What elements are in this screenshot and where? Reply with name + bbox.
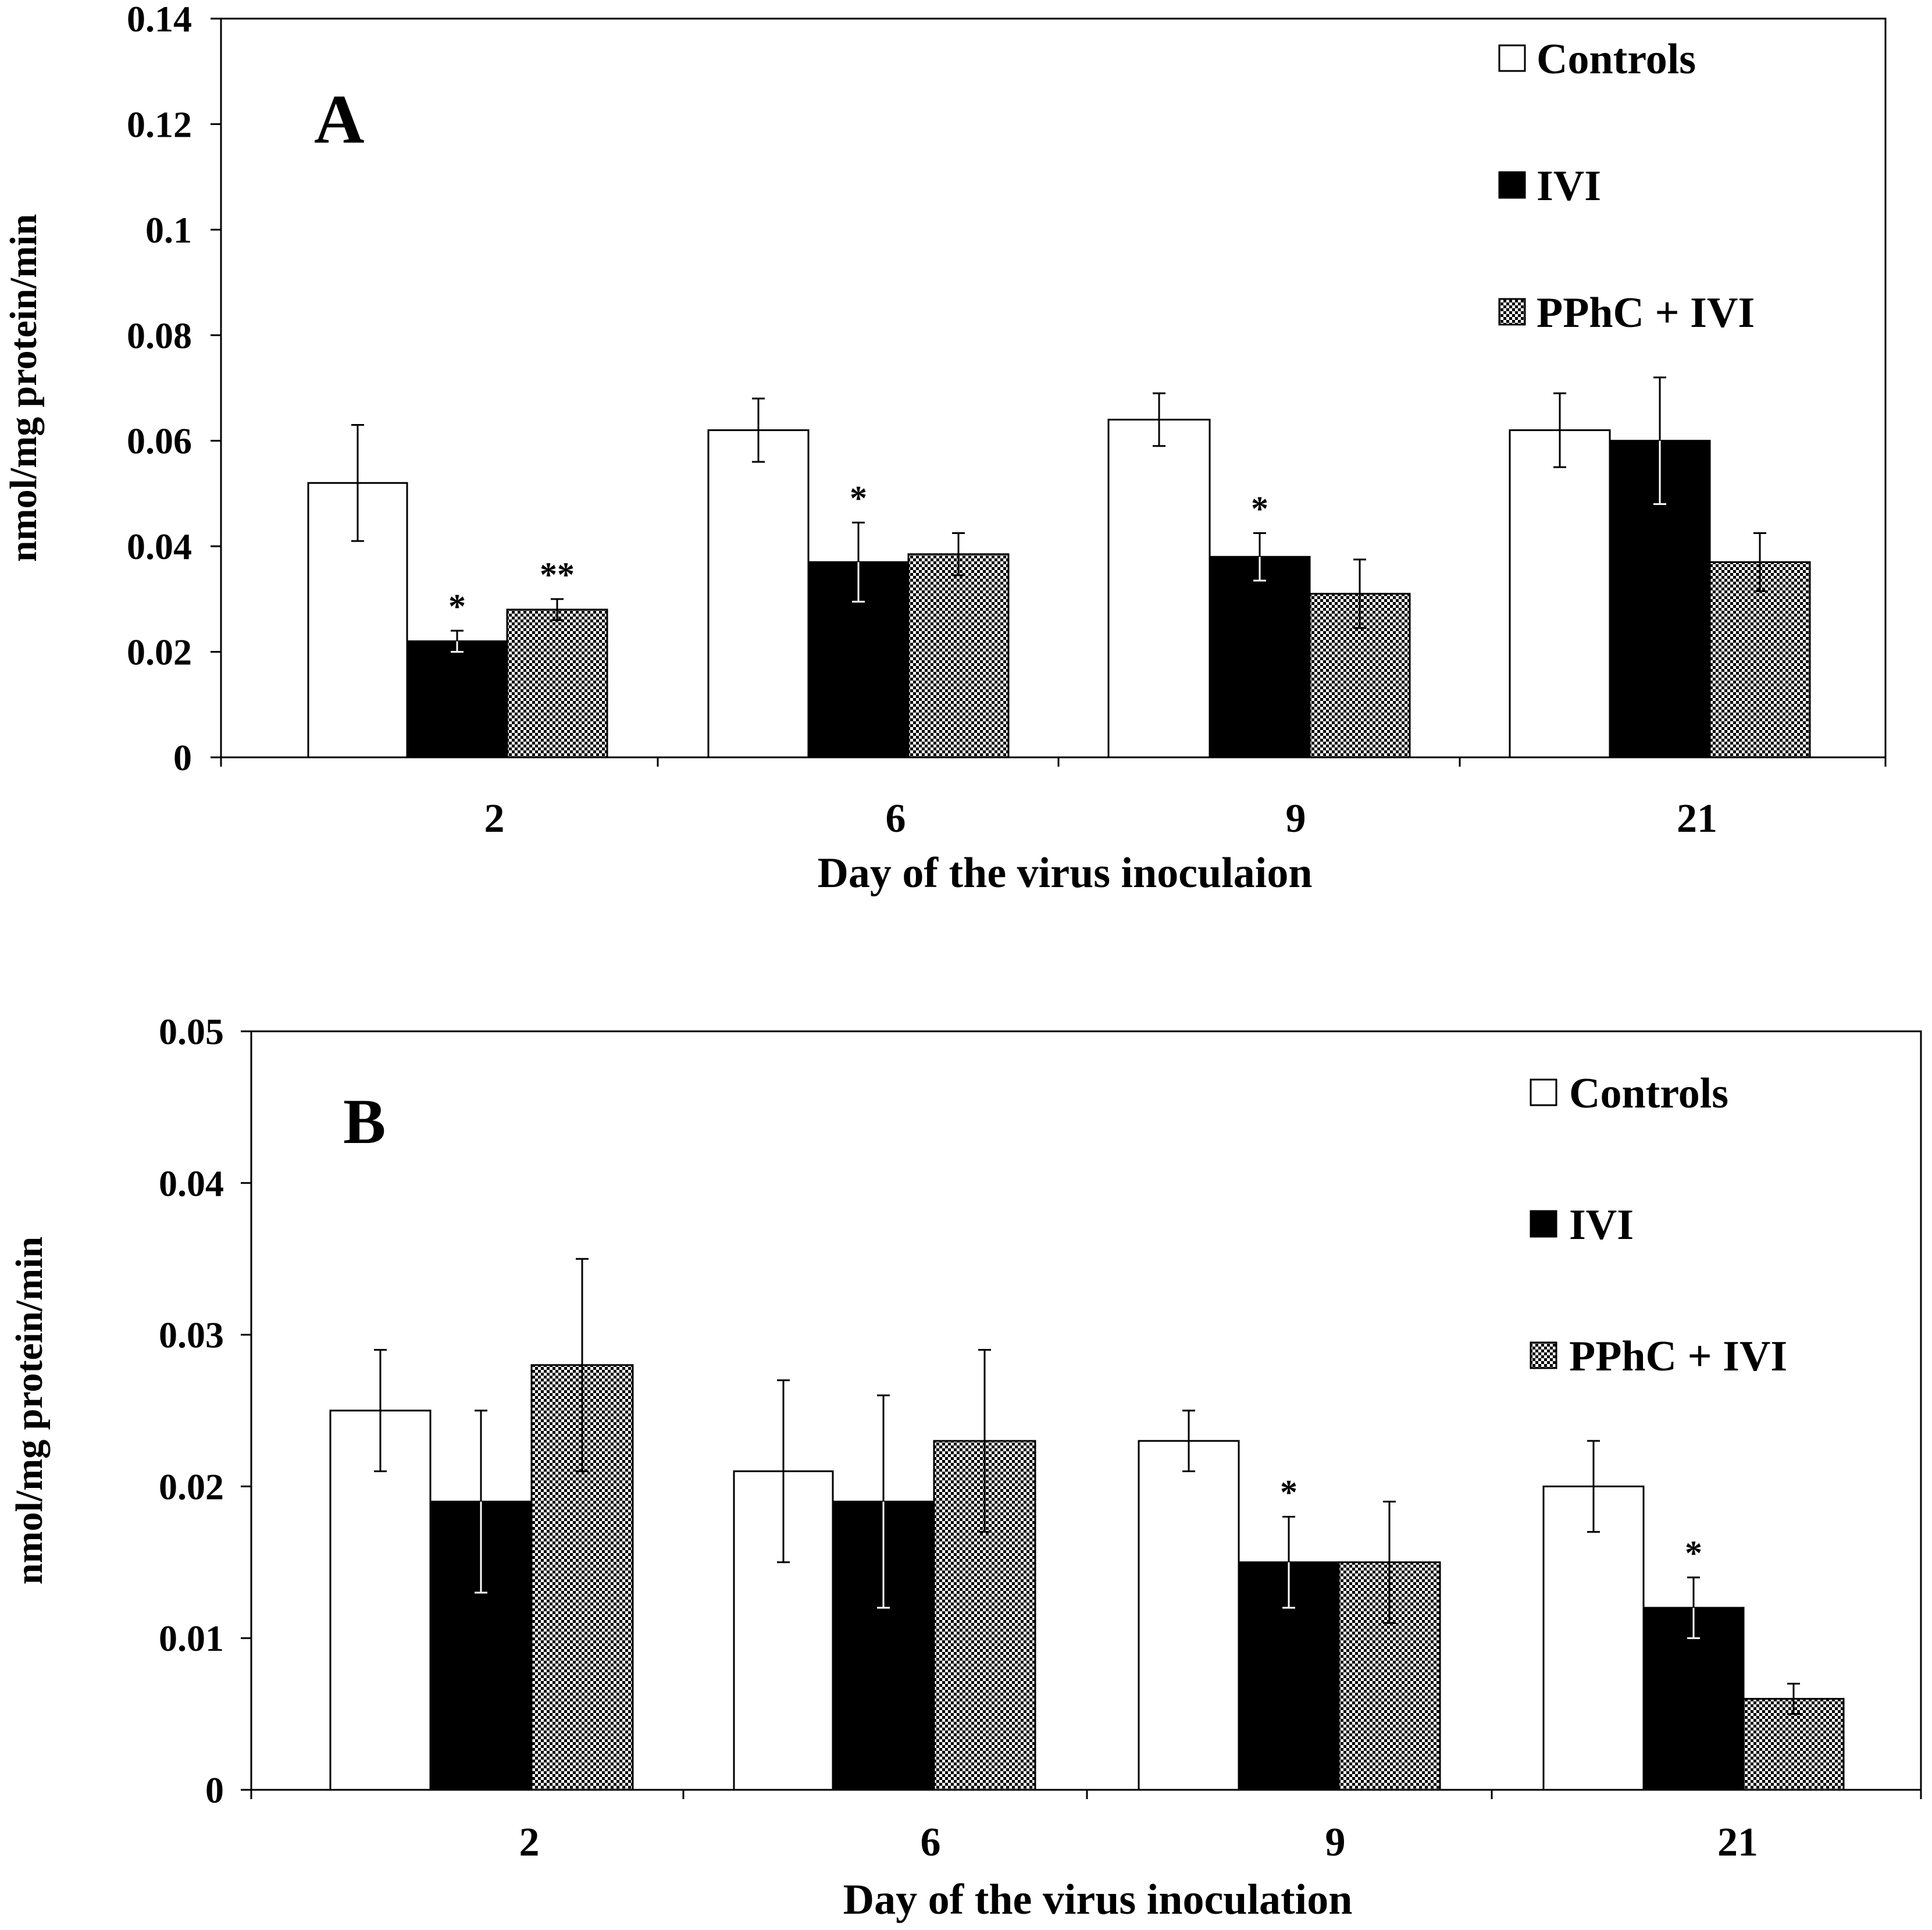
- x-tick-label: 9: [1286, 796, 1306, 841]
- y-axis-label: nmol/mg protein/min: [2, 214, 45, 562]
- bar: [1107, 418, 1211, 759]
- legend-swatch: [1530, 1341, 1557, 1369]
- y-tick-label: 0.01: [159, 1618, 224, 1659]
- y-tick-label: 0.02: [159, 1466, 224, 1507]
- legend-swatch: [1498, 298, 1526, 326]
- chart-panel-a: 00.020.040.060.080.10.120.142 6 9 21** ***nm…: [2, 0, 1887, 897]
- bar: [1709, 561, 1811, 759]
- significance-marker: *: [1251, 489, 1268, 528]
- legend-swatch: [1530, 1210, 1557, 1238]
- x-tick-label: 6: [886, 796, 906, 841]
- panel-label: A: [314, 80, 365, 158]
- panel-label: B: [343, 1086, 386, 1157]
- y-axis-label: nmol/mg protein/min: [8, 1237, 51, 1584]
- y-tick-label: 0: [173, 737, 192, 778]
- y-tick-label: 0.04: [127, 526, 192, 567]
- y-tick-label: 0.04: [159, 1163, 224, 1204]
- legend-swatch: [1498, 44, 1526, 72]
- significance-marker: **: [540, 556, 575, 594]
- bar: [907, 553, 1010, 759]
- x-tick-label: 2: [519, 1820, 540, 1865]
- legend-label: PPhC + IVI: [1569, 1333, 1787, 1380]
- chart-panel-b: 0 0.01 0.02 0.03 0.04 0.05 2 6 9 21 * * nmol/mg prot…: [8, 1011, 1922, 1924]
- x-tick-label: 21: [1717, 1820, 1758, 1865]
- legend-label: Controls: [1569, 1070, 1728, 1117]
- legend-label: Controls: [1537, 35, 1696, 83]
- legend-label: IVI: [1569, 1201, 1634, 1249]
- bar: [1209, 556, 1311, 759]
- bar: [1509, 429, 1611, 759]
- y-tick-label: 0.05: [159, 1011, 224, 1052]
- x-tick-label: 6: [921, 1820, 941, 1865]
- significance-marker: *: [1280, 1473, 1297, 1512]
- significance-marker: *: [850, 479, 867, 517]
- legend-label: PPhC + IVI: [1537, 289, 1755, 337]
- y-tick-label: 0.12: [127, 104, 192, 145]
- y-tick-label: 0.14: [127, 0, 192, 40]
- plot-frame: [220, 17, 1887, 759]
- bar: [506, 608, 608, 759]
- legend-swatch: [1530, 1078, 1557, 1106]
- x-tick-label: 21: [1677, 796, 1717, 841]
- y-tick-label: 0: [205, 1769, 224, 1811]
- y-tick-label: 0.03: [159, 1315, 224, 1356]
- legend-swatch: [1498, 171, 1526, 199]
- y-tick-label: 0.1: [145, 209, 192, 251]
- bar: [406, 640, 508, 759]
- bar: [707, 429, 810, 759]
- bar: [1138, 1440, 1240, 1791]
- y-tick-label: 0.08: [127, 315, 192, 356]
- bar: [1542, 1485, 1645, 1791]
- y-tick-label: 0.06: [127, 421, 192, 462]
- y-tick-label: 0.02: [127, 632, 192, 673]
- significance-marker: *: [448, 587, 466, 625]
- legend-label: IVI: [1537, 162, 1601, 210]
- x-tick-label: 9: [1325, 1820, 1346, 1865]
- x-tick-label: 2: [484, 796, 505, 841]
- x-axis-label: Day of the virus inoculaion: [817, 849, 1312, 897]
- bar: [329, 1409, 432, 1791]
- x-axis-label: Day of the virus inoculation: [843, 1876, 1353, 1924]
- significance-marker: *: [1685, 1534, 1702, 1572]
